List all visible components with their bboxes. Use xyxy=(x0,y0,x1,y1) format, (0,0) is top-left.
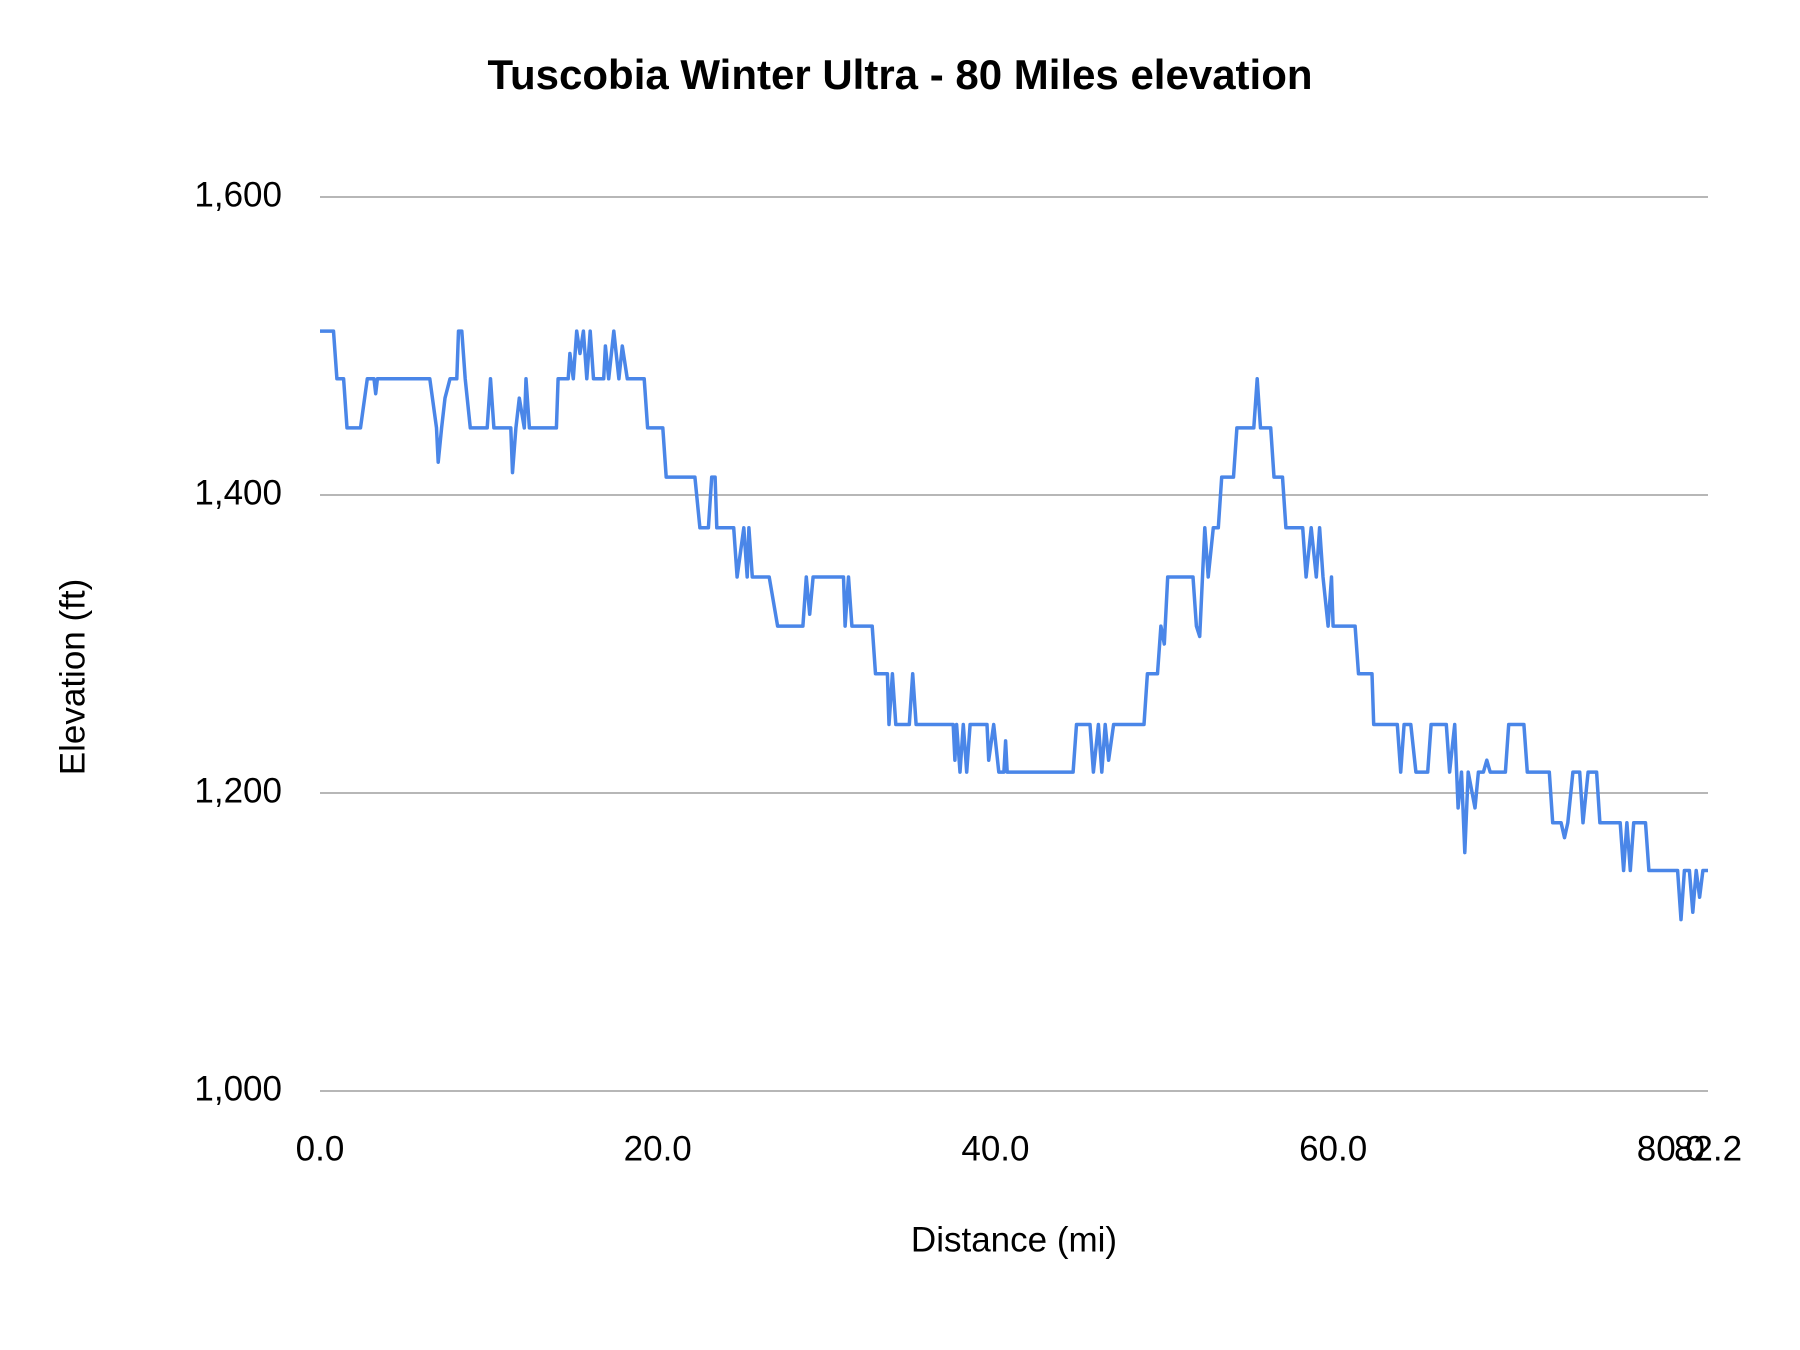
chart-title: Tuscobia Winter Ultra - 80 Miles elevati… xyxy=(487,51,1312,98)
x-tick-label: 20.0 xyxy=(624,1129,692,1168)
y-tick-label: 1,200 xyxy=(194,771,282,810)
y-tick-label: 1,600 xyxy=(194,175,282,214)
x-axis-title: Distance (mi) xyxy=(911,1220,1117,1259)
elevation-line xyxy=(320,329,1708,922)
x-tick-label: 40.0 xyxy=(961,1129,1029,1168)
y-tick-label: 1,400 xyxy=(194,473,282,512)
x-tick-label: 82.2 xyxy=(1674,1129,1742,1168)
x-tick-label: 80.0 xyxy=(1637,1129,1705,1168)
x-tick-label: 60.0 xyxy=(1299,1129,1367,1168)
y-axis-title: Elevation (ft) xyxy=(53,579,92,775)
x-tick-label: 0.0 xyxy=(296,1129,345,1168)
y-tick-label: 1,000 xyxy=(194,1069,282,1108)
